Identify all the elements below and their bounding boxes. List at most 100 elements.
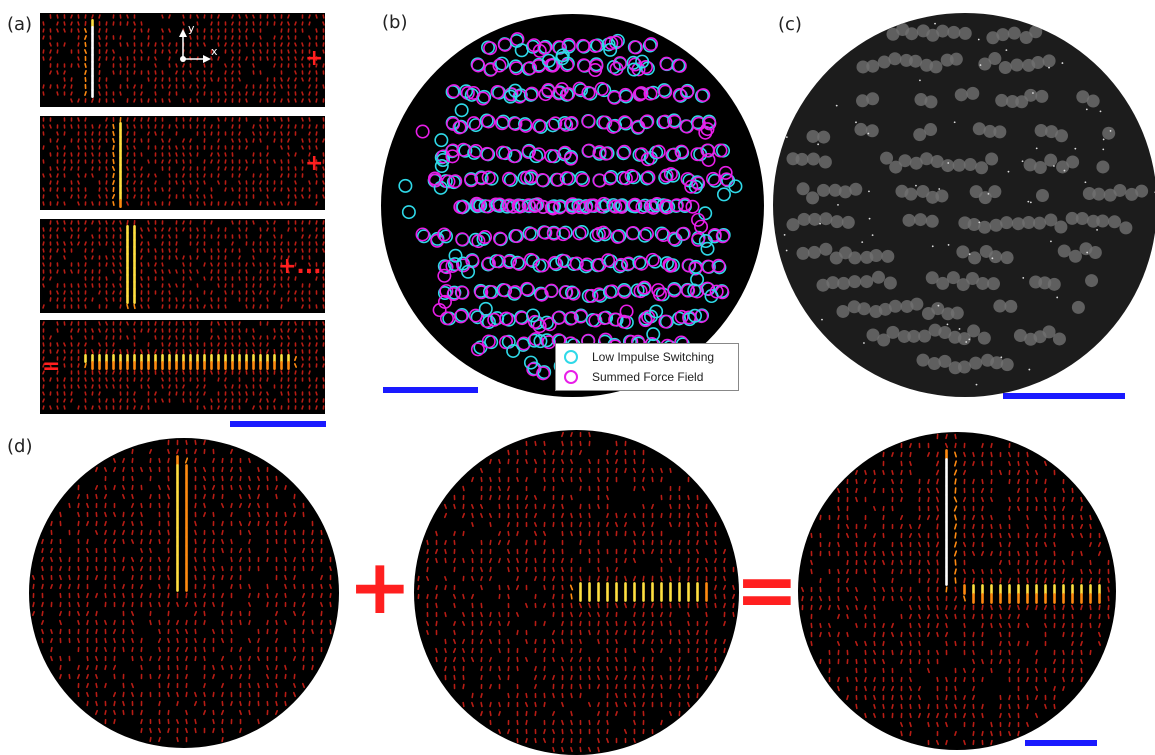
field-vector: [276, 621, 277, 625]
field-vector: [253, 22, 254, 25]
field-vector: [517, 559, 518, 563]
field-vector: [312, 540, 313, 544]
field-vector: [85, 406, 86, 409]
field-vector: [150, 549, 151, 553]
field-vector: [141, 693, 142, 697]
field-vector: [249, 684, 250, 688]
field-vector: [42, 576, 43, 580]
field-vector: [60, 675, 61, 679]
field-vector: [670, 622, 671, 626]
field-vector: [661, 622, 662, 626]
field-vector: [874, 678, 875, 681]
field-vector: [964, 498, 965, 502]
field-vector: [197, 99, 198, 102]
field-vector: [580, 685, 581, 689]
field-vector: [258, 468, 259, 472]
field-vector: [1054, 534, 1055, 538]
field-vector: [295, 153, 296, 156]
field-vector: [865, 714, 866, 718]
field-vector: [1090, 525, 1091, 529]
field-vector: [964, 570, 965, 574]
field-vector: [1000, 633, 1001, 637]
field-vector: [96, 702, 97, 706]
field-vector: [141, 118, 142, 121]
field-vector: [96, 612, 97, 616]
field-vector: [276, 603, 277, 607]
field-vector: [856, 678, 857, 682]
field-vector: [222, 468, 223, 472]
field-vector: [1027, 723, 1028, 727]
field-vector: [688, 550, 689, 554]
field-vector: [92, 256, 93, 259]
particle: [1053, 332, 1066, 345]
field-vector: [323, 270, 324, 273]
field-vector: [267, 167, 268, 170]
field-vector: [51, 639, 52, 642]
field-vector: [598, 613, 599, 617]
field-vector: [281, 378, 282, 381]
field-vector: [249, 657, 250, 661]
field-vector: [1108, 587, 1109, 591]
field-vector: [499, 478, 500, 482]
field-vector: [43, 125, 44, 128]
field-vector: [535, 577, 536, 581]
field-vector: [589, 631, 590, 635]
field-vector: [919, 543, 920, 547]
field-vector: [517, 694, 518, 698]
field-vector: [481, 622, 482, 626]
field-vector: [303, 630, 304, 634]
field-vector: [445, 559, 446, 563]
field-vector: [643, 613, 644, 617]
field-vector: [231, 450, 232, 454]
ring-marker: [399, 180, 411, 192]
magenta-marker: [552, 312, 564, 324]
field-vector: [643, 576, 644, 580]
field-vector: [204, 693, 205, 697]
field-vector: [204, 441, 205, 445]
field-vector: [132, 450, 133, 454]
field-vector: [955, 587, 956, 591]
field-vector: [1072, 651, 1073, 655]
field-vector: [964, 606, 965, 610]
field-vector: [197, 399, 198, 402]
field-vector: [148, 385, 149, 388]
field-vector: [454, 532, 455, 536]
field-vector: [508, 658, 509, 662]
field-vector: [919, 525, 920, 529]
field-vector: [982, 714, 983, 718]
field-vector: [260, 174, 261, 177]
field-vector: [113, 146, 114, 150]
field-vector: [96, 594, 97, 598]
field-vector: [92, 167, 93, 170]
field-vector: [155, 350, 156, 353]
field-vector: [78, 531, 79, 535]
field-vector: [204, 711, 205, 715]
speck: [1062, 62, 1064, 64]
field-vector: [120, 284, 121, 287]
field-vector: [1054, 696, 1055, 700]
field-vector: [964, 543, 965, 547]
field-vector: [856, 624, 857, 628]
field-vector: [288, 392, 289, 395]
field-vector: [127, 181, 128, 184]
field-vector: [246, 263, 247, 266]
field-vector: [176, 336, 177, 339]
field-vector: [190, 181, 191, 184]
field-vector: [78, 513, 79, 517]
field-vector: [113, 228, 114, 231]
field-vector: [195, 504, 196, 508]
field-vector: [197, 392, 198, 395]
field-vector: [114, 666, 115, 670]
field-vector: [106, 277, 107, 280]
field-vector: [829, 543, 830, 547]
field-vector: [309, 36, 310, 39]
field-vector: [183, 221, 184, 224]
field-vector: [231, 477, 232, 481]
field-vector: [57, 29, 58, 32]
field-vector: [697, 631, 698, 635]
field-vector: [901, 489, 902, 493]
field-vector: [1009, 534, 1010, 538]
field-vector: [946, 606, 947, 609]
field-vector: [281, 85, 282, 88]
field-vector: [937, 624, 938, 628]
